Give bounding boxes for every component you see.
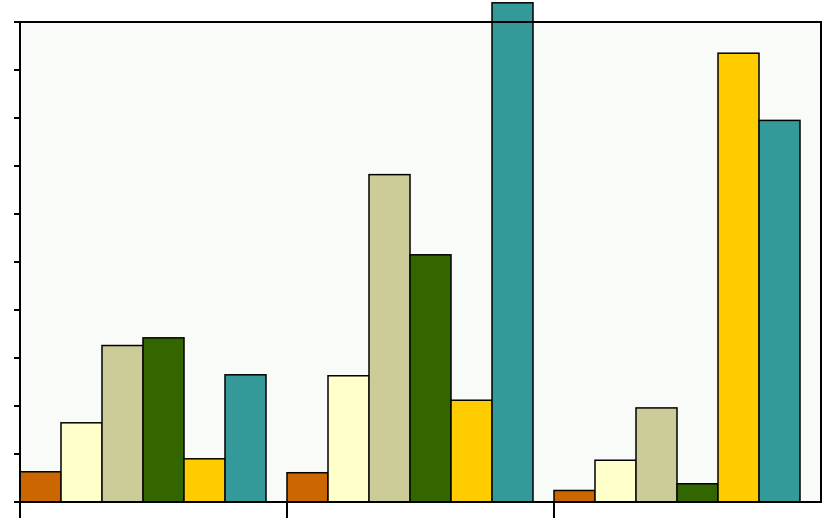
bars-layer	[19, 2, 801, 503]
bar-series-5-group-1	[183, 458, 226, 503]
bar-series-1-group-2	[286, 471, 329, 503]
bar-series-4-group-3	[676, 483, 719, 503]
bar-series-6-group-2	[491, 2, 534, 503]
bar-series-6-group-1	[224, 374, 267, 503]
bar-series-1-group-3	[553, 489, 596, 503]
bar-series-3-group-1	[101, 344, 144, 503]
bar-series-5-group-2	[450, 399, 493, 503]
bar-series-1-group-1	[19, 471, 62, 503]
bar-series-2-group-1	[60, 422, 103, 503]
bar-series-4-group-2	[409, 254, 452, 503]
bar-series-5-group-3	[717, 52, 760, 503]
bar-series-4-group-1	[142, 337, 185, 503]
x-axis-ticks	[19, 502, 555, 518]
bar-series-3-group-2	[368, 173, 411, 503]
bar-series-3-group-3	[635, 407, 678, 503]
bar-series-2-group-3	[594, 459, 637, 503]
bar-series-6-group-3	[758, 119, 801, 503]
bar-series-2-group-2	[327, 375, 370, 503]
